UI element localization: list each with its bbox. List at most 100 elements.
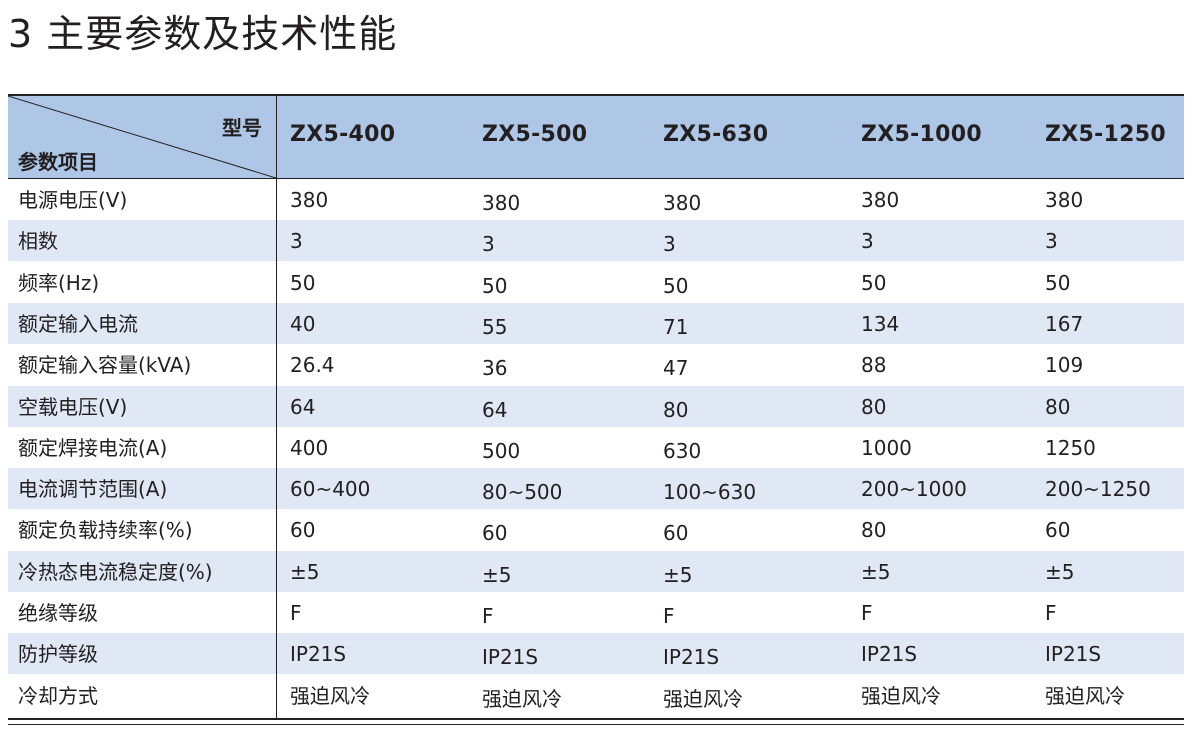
table-cell: 80 bbox=[861, 518, 887, 543]
table-cell: ±5 bbox=[482, 562, 512, 587]
row-label: 额定负载持续率(%) bbox=[18, 518, 193, 543]
table-cell: 强迫风冷 bbox=[1045, 683, 1125, 708]
table-row bbox=[8, 385, 1184, 427]
table-row bbox=[8, 468, 1184, 510]
header-model-label: 型号 bbox=[222, 116, 262, 140]
table-cell: 200~1250 bbox=[1045, 477, 1151, 502]
table-cell: 380 bbox=[482, 191, 521, 215]
table-cell: 强迫风冷 bbox=[482, 686, 562, 711]
table-cell: 60 bbox=[482, 521, 508, 546]
header-model-3: ZX5-1000 bbox=[861, 122, 982, 147]
page-title: 3 主要参数及技术性能 bbox=[8, 12, 398, 56]
header-param-label: 参数项目 bbox=[18, 150, 98, 174]
table-cell: 60 bbox=[290, 518, 316, 543]
table-cell: 60~400 bbox=[290, 477, 371, 502]
row-label: 额定焊接电流(A) bbox=[18, 435, 168, 460]
table-cell: ±5 bbox=[861, 559, 891, 584]
table-cell: 26.4 bbox=[290, 353, 335, 378]
table-cell: IP21S bbox=[861, 642, 918, 667]
row-label: 电源电压(V) bbox=[18, 188, 128, 212]
row-label: 防护等级 bbox=[18, 642, 98, 667]
table-cell: 3 bbox=[1045, 229, 1058, 254]
table-cell: 40 bbox=[290, 311, 316, 336]
table-cell: 80 bbox=[1045, 394, 1071, 419]
table-cell: 80 bbox=[663, 397, 689, 422]
table-cell: 47 bbox=[663, 356, 689, 381]
table-cell: 50 bbox=[482, 273, 508, 298]
table-cell: 80~500 bbox=[482, 480, 563, 505]
row-label: 额定输入容量(kVA) bbox=[18, 353, 192, 378]
table-cell: 强迫风冷 bbox=[290, 683, 370, 708]
table-cell: 3 bbox=[861, 229, 874, 254]
table-cell: 134 bbox=[861, 311, 900, 336]
table-cell: 71 bbox=[663, 314, 689, 339]
table-cell: 60 bbox=[663, 521, 689, 546]
header-model-4: ZX5-1250 bbox=[1045, 122, 1166, 147]
table-cell: 380 bbox=[290, 188, 329, 212]
table-cell: 50 bbox=[861, 270, 887, 295]
table-top-rule bbox=[8, 94, 1184, 96]
table-row bbox=[8, 262, 1184, 303]
table-row bbox=[8, 550, 1184, 592]
table-cell: 3 bbox=[663, 232, 676, 257]
table-row bbox=[8, 220, 1184, 262]
table-row bbox=[8, 179, 1184, 220]
row-label: 冷却方式 bbox=[18, 683, 98, 708]
table-cell: F bbox=[482, 604, 494, 628]
row-label: 电流调节范围(A) bbox=[18, 477, 168, 502]
header-model-1: ZX5-500 bbox=[482, 122, 588, 147]
table-cell: IP21S bbox=[663, 645, 720, 670]
table-cell: 3 bbox=[290, 229, 303, 254]
table-bottom-rule-thin bbox=[8, 724, 1184, 725]
table-header bbox=[8, 96, 1184, 178]
table-cell: 强迫风冷 bbox=[861, 683, 941, 708]
table-cell: 50 bbox=[663, 273, 689, 298]
table-cell: 380 bbox=[663, 191, 702, 215]
header-model-2: ZX5-630 bbox=[663, 122, 769, 147]
table-cell: 3 bbox=[482, 232, 495, 257]
table-cell: 强迫风冷 bbox=[663, 686, 743, 711]
table-cell: IP21S bbox=[482, 645, 539, 670]
table-cell: ±5 bbox=[663, 562, 693, 587]
table-cell: 400 bbox=[290, 435, 329, 460]
table-cell: 64 bbox=[290, 394, 316, 419]
table-cell: 200~1000 bbox=[861, 477, 967, 502]
label-column-divider bbox=[276, 96, 277, 718]
table-cell: ±5 bbox=[290, 559, 320, 584]
row-label: 绝缘等级 bbox=[18, 601, 98, 625]
table-cell: 500 bbox=[482, 438, 521, 463]
table-row bbox=[8, 427, 1184, 468]
table-row bbox=[8, 302, 1184, 344]
row-label: 相数 bbox=[18, 229, 58, 254]
table-cell: 64 bbox=[482, 397, 508, 422]
table-cell: 88 bbox=[861, 353, 887, 378]
table-cell: 36 bbox=[482, 356, 508, 381]
table-cell: 80 bbox=[861, 394, 887, 419]
row-label: 额定输入电流 bbox=[18, 311, 138, 336]
table-cell: 167 bbox=[1045, 311, 1084, 336]
header-model-0: ZX5-400 bbox=[290, 122, 396, 147]
table-row bbox=[8, 675, 1184, 716]
table-cell: ±5 bbox=[1045, 559, 1075, 584]
table-row bbox=[8, 633, 1184, 675]
table-cell: F bbox=[861, 601, 873, 625]
table-cell: 100~630 bbox=[663, 480, 757, 505]
table-row bbox=[8, 592, 1184, 633]
table-cell: 630 bbox=[663, 438, 702, 463]
table-cell: 1000 bbox=[861, 435, 912, 460]
table-cell: IP21S bbox=[1045, 642, 1102, 667]
table-cell: 380 bbox=[861, 188, 900, 212]
table-cell: F bbox=[663, 604, 675, 628]
table-cell: F bbox=[290, 601, 302, 625]
table-cell: 60 bbox=[1045, 518, 1071, 543]
table-cell: F bbox=[1045, 601, 1057, 625]
header-diagonal-line bbox=[8, 96, 276, 178]
table-cell: 50 bbox=[1045, 270, 1071, 295]
table-cell: 380 bbox=[1045, 188, 1084, 212]
header-underline bbox=[8, 178, 1184, 179]
row-label: 冷热态电流稳定度(%) bbox=[18, 559, 213, 584]
table-cell: 109 bbox=[1045, 353, 1084, 378]
table-cell: IP21S bbox=[290, 642, 347, 667]
row-label: 空载电压(V) bbox=[18, 394, 128, 419]
row-label: 频率(Hz) bbox=[18, 270, 100, 295]
